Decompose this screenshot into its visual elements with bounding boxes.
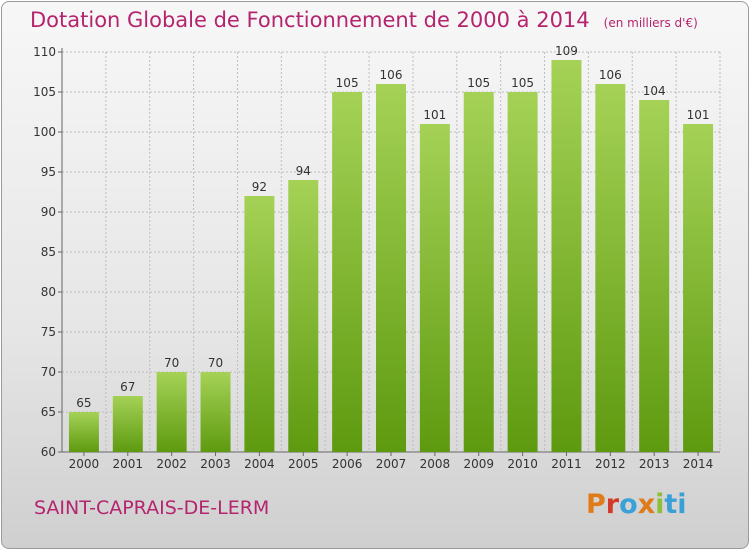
value-label: 101 (687, 108, 710, 122)
bar (639, 100, 670, 452)
y-tick-label: 70 (41, 365, 56, 379)
bar (463, 92, 494, 452)
logo-letter: ti (664, 489, 687, 520)
value-label: 65 (76, 396, 91, 410)
y-tick-label: 65 (41, 405, 56, 419)
labels: 60 65 70 75 80 85 90 95 100 105 110 65 2000 67 2001 70 2… (33, 44, 713, 471)
value-label: 105 (336, 76, 359, 90)
x-tick-label: 2010 (507, 457, 538, 471)
value-label: 70 (164, 356, 179, 370)
x-tick-label: 2008 (420, 457, 451, 471)
x-tick-label: 2000 (69, 457, 100, 471)
chart-unit: (en milliers d'€) (603, 16, 698, 30)
x-tick-label: 2014 (683, 457, 714, 471)
y-tick-label: 100 (33, 125, 56, 139)
logo-letter: i (655, 489, 665, 520)
y-tick-label: 105 (33, 85, 56, 99)
logo-letter: o (619, 489, 638, 520)
bar (112, 396, 143, 452)
value-label: 70 (208, 356, 223, 370)
bar (244, 196, 275, 452)
y-tick-label: 75 (41, 325, 56, 339)
bar (595, 84, 626, 452)
x-tick-label: 2002 (156, 457, 187, 471)
logo-letter: P (586, 489, 606, 520)
value-label: 94 (296, 164, 311, 178)
value-label: 109 (555, 44, 578, 58)
bar (332, 92, 363, 452)
title-row: Dotation Globale de Fonctionnement de 20… (30, 8, 698, 32)
bar (551, 60, 582, 452)
value-label: 67 (120, 380, 135, 394)
proxiti-logo: Proxiti (586, 489, 687, 520)
bar (419, 124, 450, 452)
x-tick-label: 2003 (200, 457, 231, 471)
chart-title: Dotation Globale de Fonctionnement de 20… (30, 8, 590, 32)
x-tick-label: 2005 (288, 457, 319, 471)
x-tick-label: 2013 (639, 457, 670, 471)
bar (288, 180, 319, 452)
x-tick-label: 2006 (332, 457, 363, 471)
x-tick-label: 2011 (551, 457, 582, 471)
logo-letter: r (605, 489, 620, 520)
y-tick-label: 85 (41, 245, 56, 259)
x-tick-label: 2012 (595, 457, 626, 471)
y-tick-label: 90 (41, 205, 56, 219)
bar (156, 372, 187, 452)
bar (376, 84, 406, 452)
bar (683, 124, 714, 452)
y-tick-label: 80 (41, 285, 56, 299)
value-label: 105 (511, 76, 534, 90)
x-tick-label: 2007 (376, 457, 407, 471)
x-tick-label: 2001 (113, 457, 144, 471)
value-label: 106 (599, 68, 622, 82)
bar (200, 372, 231, 452)
value-label: 105 (467, 76, 490, 90)
y-tick-label: 60 (41, 445, 56, 459)
value-label: 106 (380, 68, 403, 82)
value-label: 92 (252, 180, 267, 194)
logo-letter: x (637, 489, 656, 520)
y-tick-label: 110 (33, 45, 56, 59)
bar (68, 412, 99, 452)
value-label: 104 (643, 84, 666, 98)
x-tick-label: 2009 (463, 457, 494, 471)
y-tick-label: 95 (41, 165, 56, 179)
bars (68, 60, 714, 452)
commune-name: SAINT-CAPRAIS-DE-LERM (34, 497, 270, 519)
x-tick-label: 2004 (244, 457, 275, 471)
bar (507, 92, 538, 452)
value-label: 101 (423, 108, 446, 122)
